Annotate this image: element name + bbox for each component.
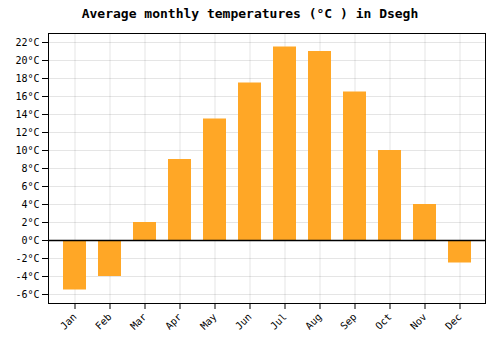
svg-text:6°C: 6°C xyxy=(21,181,39,192)
svg-text:10°C: 10°C xyxy=(15,145,39,156)
svg-text:0°C: 0°C xyxy=(21,235,39,246)
svg-text:12°C: 12°C xyxy=(15,127,39,138)
svg-text:20°C: 20°C xyxy=(15,55,39,66)
svg-text:Dec: Dec xyxy=(443,311,464,332)
svg-text:18°C: 18°C xyxy=(15,73,39,84)
svg-text:Apr: Apr xyxy=(163,311,184,332)
svg-text:4°C: 4°C xyxy=(21,199,39,210)
svg-text:Jun: Jun xyxy=(233,311,254,332)
svg-text:-4°C: -4°C xyxy=(15,271,39,282)
svg-text:22°C: 22°C xyxy=(15,37,39,48)
svg-text:Jul: Jul xyxy=(268,311,289,332)
svg-text:-2°C: -2°C xyxy=(15,253,39,264)
svg-text:Nov: Nov xyxy=(408,311,429,332)
svg-text:Oct: Oct xyxy=(373,311,394,332)
html-text:Average monthly temperatures (: Average monthly temperatures (°C ) in Ds… xyxy=(81,6,419,21)
svg-text:Sep: Sep xyxy=(338,311,359,332)
svg-text:8°C: 8°C xyxy=(21,163,39,174)
svg-text:Feb: Feb xyxy=(93,311,114,332)
svg-text:2°C: 2°C xyxy=(21,217,39,228)
svg-text:Jan: Jan xyxy=(58,311,79,332)
svg-text:16°C: 16°C xyxy=(15,91,39,102)
svg-text:-6°C: -6°C xyxy=(15,289,39,300)
svg-text:Aug: Aug xyxy=(303,311,324,332)
svg-text:May: May xyxy=(198,311,219,332)
svg-text:Mar: Mar xyxy=(128,311,149,332)
svg-text:14°C: 14°C xyxy=(15,109,39,120)
